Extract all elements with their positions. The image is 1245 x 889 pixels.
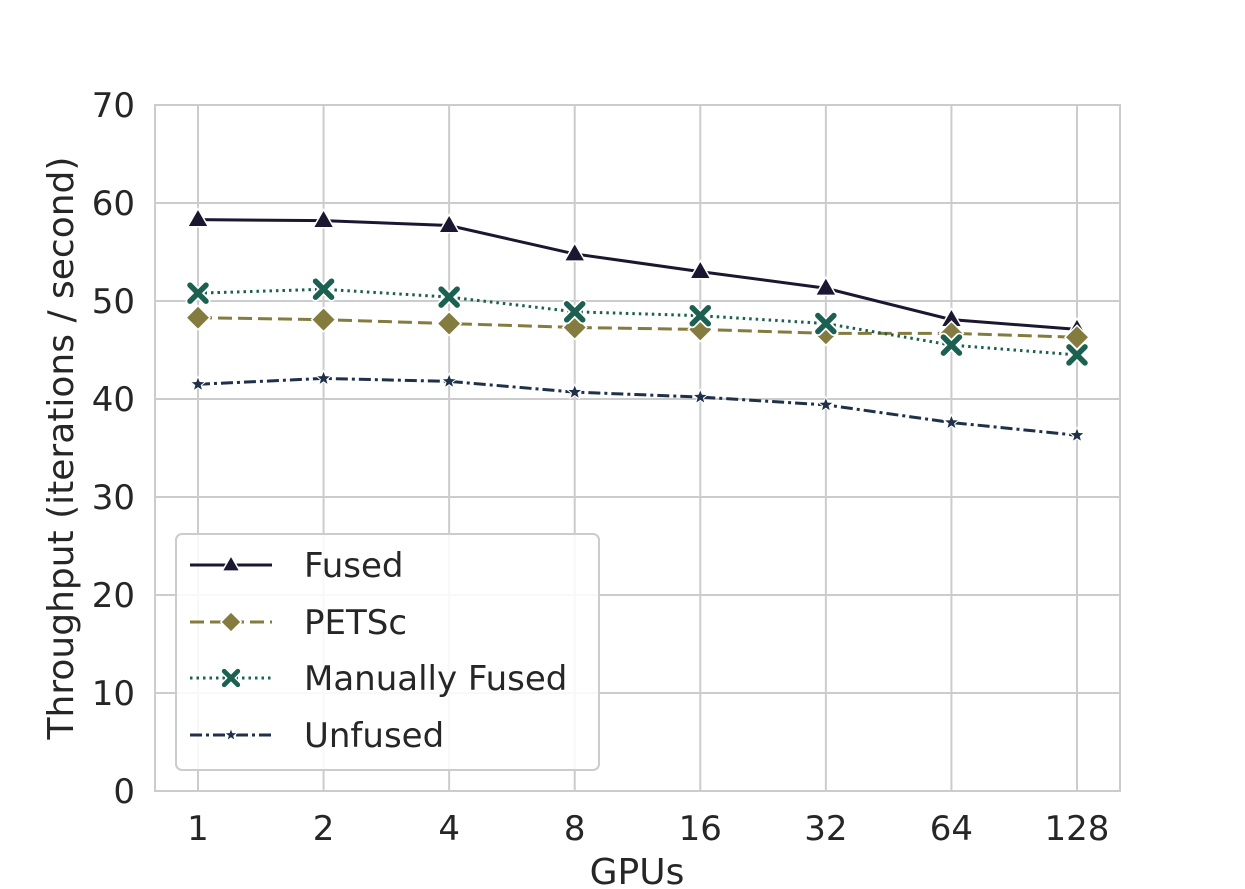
series-line — [197, 218, 1078, 331]
data-point — [1064, 342, 1090, 368]
legend-label: PETSc — [304, 603, 407, 643]
data-point — [436, 284, 462, 310]
data-point — [562, 241, 587, 262]
legend-item: Manually Fused — [190, 659, 567, 699]
series-line — [197, 376, 1078, 437]
x-tick-label: 32 — [804, 809, 847, 849]
data-point — [189, 374, 207, 392]
y-tick-label: 10 — [92, 674, 135, 714]
data-point — [310, 306, 337, 333]
y-tick-label: 20 — [92, 576, 135, 616]
legend: Fused PETSc Manually Fused Unfused — [175, 533, 600, 771]
y-tick-label: 0 — [113, 772, 135, 812]
series-line — [197, 287, 1078, 357]
data-point — [436, 310, 463, 337]
x-tick-label: 16 — [679, 809, 722, 849]
y-tick-label: 70 — [92, 86, 135, 126]
legend-item: PETSc — [190, 603, 407, 643]
data-point — [185, 280, 211, 306]
x-tick-label: 64 — [930, 809, 973, 849]
data-point — [186, 207, 210, 228]
x-axis-ticks: 1 2 4 8 16 32 64 128 — [187, 809, 1109, 849]
legend-marker — [220, 667, 242, 689]
data-point — [688, 259, 713, 280]
x-axis-title: GPUs — [590, 852, 685, 889]
legend-marker — [219, 610, 243, 634]
data-point — [942, 413, 961, 431]
x-tick-label: 8 — [564, 809, 586, 849]
series-group — [184, 207, 1091, 443]
data-point — [437, 213, 461, 234]
data-point — [565, 382, 584, 400]
y-axis-ticks: 0 10 20 30 40 50 60 70 — [92, 86, 135, 812]
data-point — [311, 208, 336, 229]
data-point — [938, 332, 964, 358]
data-point — [814, 275, 838, 297]
data-point — [816, 395, 835, 413]
series-line — [197, 316, 1078, 339]
legend-label: Fused — [304, 546, 403, 586]
legend-box — [175, 533, 600, 771]
legend-label: Manually Fused — [304, 659, 567, 699]
x-tick-label: 4 — [438, 809, 460, 849]
series-petsc — [184, 304, 1091, 351]
x-tick-label: 128 — [1045, 809, 1110, 849]
data-point — [1068, 425, 1086, 443]
data-point — [691, 387, 710, 405]
legend-item: Fused — [190, 546, 403, 586]
x-tick-label: 2 — [313, 809, 335, 849]
series-unfused — [189, 369, 1086, 443]
y-axis-title: Throughput (iterations / second) — [41, 157, 82, 741]
series-manually-fused — [185, 276, 1090, 368]
data-point — [440, 371, 459, 389]
y-tick-label: 60 — [92, 184, 135, 224]
data-point — [687, 303, 713, 329]
data-point — [562, 299, 588, 325]
series-fused — [186, 207, 1089, 338]
data-point — [314, 369, 333, 387]
x-tick-label: 1 — [187, 809, 209, 849]
y-tick-label: 30 — [92, 478, 135, 518]
data-point — [813, 311, 839, 337]
legend-label: Unfused — [304, 716, 444, 756]
y-tick-label: 50 — [92, 282, 135, 322]
y-tick-label: 40 — [92, 380, 135, 420]
legend-item: Unfused — [190, 716, 444, 756]
legend-marker — [223, 726, 239, 742]
data-point — [311, 276, 337, 302]
legend-marker — [220, 554, 242, 572]
plot-frame — [154, 104, 1121, 792]
data-point — [184, 304, 212, 331]
